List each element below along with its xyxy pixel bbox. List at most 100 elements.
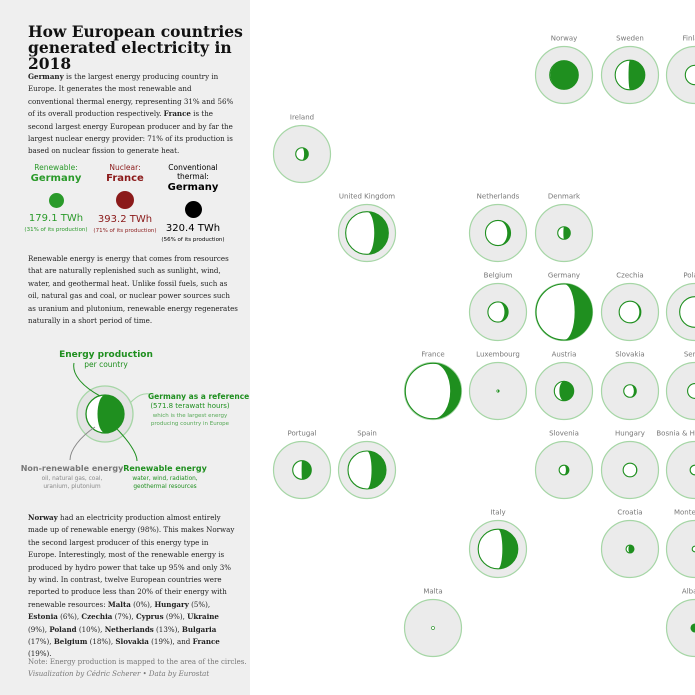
tile-map: Norway Sweden Finland Ireland United Kingdom… [272,35,695,658]
country-label: Czechia [616,272,643,280]
low-renewable-country: Estonia [28,612,58,622]
country-label: France [421,351,444,359]
country-label: Hungary [615,430,645,438]
country-renewable-slice [498,301,509,323]
country-label: Portugal [288,430,317,438]
country-tile: Luxembourg [468,351,528,421]
country-label: Norway [551,35,578,43]
stat-pct: (71% of its production) [93,228,157,234]
norway-text: had an electricity production almost ent… [28,513,235,609]
country-label: Serbia [684,351,695,359]
low-renewable-pct: (5%), [188,599,211,609]
country-label: Bosnia & Herzegovina [656,430,695,438]
stat-pct: (31% of its production) [24,227,88,233]
country-label: Spain [357,430,377,438]
country-renewable-slice [497,389,500,393]
stat-nuclear: Nuclear: France 393.2 TWh (71% of its pr… [85,163,165,234]
legend-nonrenewable-note-1: oil, natural gas, coal, [42,476,103,482]
country-tile: United Kingdom [337,193,397,263]
stat-label: Conventional thermal: [168,163,218,181]
norway-paragraph: Norway had an electricity production alm… [28,512,238,661]
country-tile: Portugal [272,430,332,500]
intro-france: France [163,109,191,119]
low-renewable-country: Slovakia [115,637,149,647]
stat-country: France [106,173,144,184]
country-label: Malta [423,588,442,596]
legend-reference-note-2: producing country in Europe [151,421,230,427]
country-label: Austria [552,351,577,359]
country-tile: Sweden [600,35,660,105]
country-tile: Croatia [600,509,660,579]
stat-dot [116,191,134,209]
stat-value: 179.1 TWh [28,213,84,224]
country-tile: Austria [534,351,594,421]
country-label: Slovakia [615,351,644,359]
legend-line-renewable [114,426,138,462]
low-renewable-pct: (6%), [57,612,82,622]
legend-line-reference [129,393,151,404]
intro-germany: Germany [28,72,64,81]
country-label: Italy [490,509,505,517]
legend-nonrenewable-note-2: uranium, plutonium [43,484,101,490]
low-renewable-country: France [192,637,220,647]
country-tile: Netherlands [468,193,528,263]
country-label: Croatia [617,509,642,517]
country-tile: Spain [337,430,397,500]
country-label: Netherlands [477,193,520,201]
country-renewable-slice [628,545,634,553]
country-renewable-slice [433,363,461,419]
country-label: Belgium [484,272,513,280]
country-tile: Albania [665,588,695,658]
stat-country: Germany [30,173,82,184]
legend-diagram: Energy production per country Germany as… [21,350,250,490]
legend-energy-production: Energy production [59,350,153,360]
stat-pct: (56% of its production) [161,237,225,243]
stat-value: 320.4 TWh [165,223,221,234]
low-renewable-country: Bulgaria [181,624,217,634]
country-renewable-slice [302,147,309,161]
legend-renewable-slice [97,395,124,433]
low-renewable-pct: (7%), [112,612,136,622]
country-label: Ireland [290,114,314,122]
page-title: How European countries generated electri… [28,24,248,72]
country-label: Luxembourg [476,351,520,359]
stat-dot [48,193,64,208]
country-tile: Finland [665,35,695,105]
low-renewable-country: Netherlands [104,624,154,634]
country-tile: Bosnia & Herzegovina [656,430,695,500]
country-tile: Belgium [468,272,528,342]
country-label: Sweden [616,35,644,43]
country-renewable-slice [559,381,574,401]
country-label: Denmark [548,193,581,201]
low-renewable-pct: (0%), [130,599,155,609]
renewable-definition: Renewable energy is energy that comes fr… [28,254,238,326]
country-renewable-slice [563,226,571,240]
legend-reference-note-1: which is the largest energy [153,413,228,419]
country-reference-circle [665,45,695,105]
legend-line-nonrenewable [69,426,96,461]
intro-text-1: is the largest energy producing country … [28,72,234,119]
tile-map-panel: Norway Sweden Finland Ireland United Kingdom… [250,8,695,687]
country-label: United Kingdom [339,193,395,201]
country-label: Slovenia [549,430,579,438]
country-renewable-slice [691,624,695,632]
legend-per-country: per country [84,360,128,369]
low-renewable-pct: (10%), [76,624,105,634]
country-label: Finland [682,35,695,43]
country-tile: Slovakia [600,351,660,421]
country-renewable-slice [628,60,645,90]
legend-reference-ring [76,385,134,443]
stat-value: 393.2 TWh [97,214,153,225]
legend-reference-title: Germany as a reference [148,392,249,401]
country-tile: Ireland [272,114,332,184]
norway-name: Norway [28,513,58,522]
country-renewable-slice [498,220,511,246]
country-tile: Slovenia [534,430,594,500]
country-reference-circle [665,361,695,421]
low-renewable-country: Malta [107,599,131,609]
legend-renewable-note-2: geothermal resources [133,484,196,490]
low-renewable-country: Ukraine [187,612,219,622]
low-renewable-pct: (19%). [28,649,52,659]
low-renewable-country: Belgium [53,637,88,647]
low-renewable-pct: (9%), [28,624,50,634]
